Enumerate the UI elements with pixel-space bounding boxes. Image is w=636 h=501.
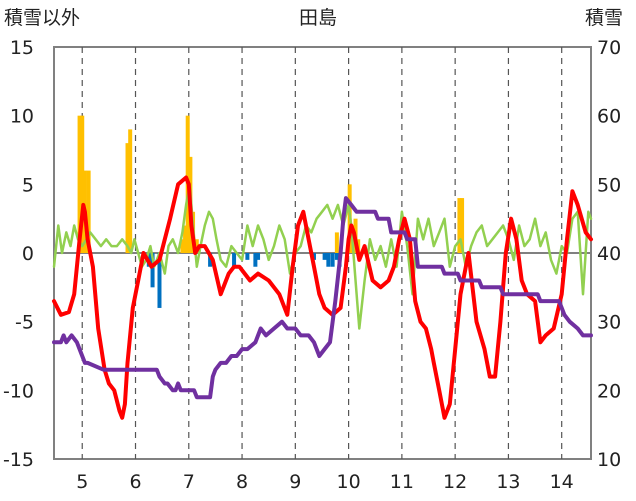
y-axis-right-label: 積雪 — [585, 7, 623, 29]
y-tick-left: 0 — [22, 243, 34, 265]
y-tick-left: 10 — [10, 106, 34, 128]
blue-bar — [256, 253, 260, 260]
y-tick-right: 10 — [597, 449, 621, 471]
x-tick: 12 — [443, 471, 467, 493]
y-tick-right: 50 — [597, 174, 621, 196]
chart-title: 田島 — [299, 7, 337, 29]
x-tick: 14 — [550, 471, 574, 493]
blue-bar — [323, 253, 327, 260]
x-tick: 13 — [496, 471, 520, 493]
x-tick: 8 — [236, 471, 248, 493]
blue-bar — [245, 253, 249, 260]
blue-bar — [232, 253, 236, 267]
y-tick-left: -10 — [3, 380, 34, 402]
x-tick: 6 — [129, 471, 141, 493]
blue-bar — [331, 253, 335, 267]
x-tick: 7 — [183, 471, 195, 493]
y-tick-left: 15 — [10, 37, 34, 59]
y-tick-right: 20 — [597, 380, 621, 402]
y-tick-left: 5 — [22, 174, 34, 196]
x-tick: 5 — [76, 471, 88, 493]
orange-bar — [128, 129, 132, 253]
y-tick-right: 30 — [597, 312, 621, 334]
y-tick-right: 60 — [597, 106, 621, 128]
blue-bar — [326, 253, 330, 267]
x-tick: 9 — [289, 471, 301, 493]
orange-bar — [335, 232, 339, 253]
x-tick: 11 — [390, 471, 414, 493]
y-tick-left: -15 — [3, 449, 34, 471]
y-tick-right: 40 — [597, 243, 621, 265]
y-tick-right: 70 — [597, 37, 621, 59]
y-tick-left: -5 — [15, 312, 34, 334]
y-axis-left-label: 積雪以外 — [4, 7, 80, 29]
x-tick: 10 — [337, 471, 361, 493]
